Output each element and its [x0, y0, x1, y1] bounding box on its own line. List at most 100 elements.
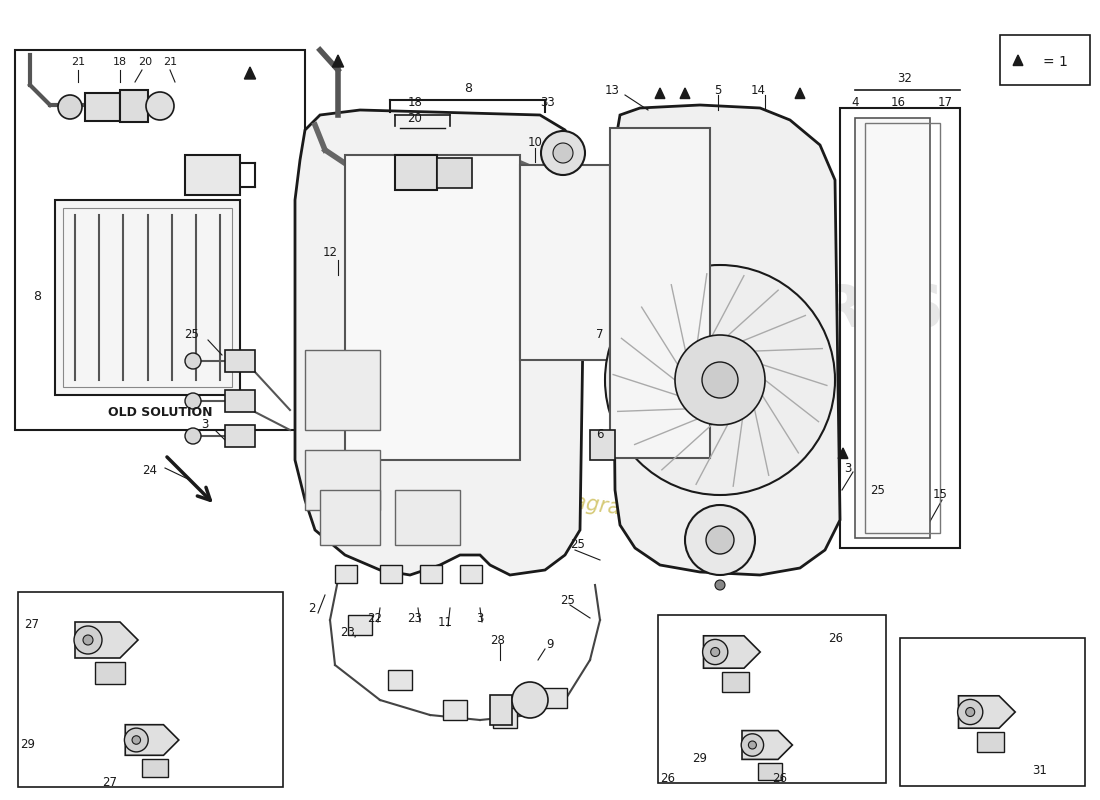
Bar: [320, 490, 379, 545]
Bar: [543, 688, 566, 708]
Text: 8: 8: [33, 290, 41, 303]
Bar: [345, 155, 520, 460]
Bar: [305, 350, 380, 430]
Polygon shape: [332, 55, 343, 67]
Text: 28: 28: [491, 634, 505, 646]
Bar: [590, 430, 615, 460]
Circle shape: [58, 95, 82, 119]
Text: 25: 25: [571, 538, 585, 551]
Circle shape: [185, 353, 201, 369]
Text: 18: 18: [113, 57, 128, 67]
Bar: [226, 350, 255, 372]
Text: 15: 15: [933, 489, 947, 502]
Text: 33: 33: [540, 97, 556, 110]
Bar: [336, 565, 358, 583]
Bar: [95, 662, 125, 684]
Polygon shape: [704, 636, 760, 668]
Text: 26: 26: [772, 771, 788, 785]
Bar: [520, 165, 610, 360]
Bar: [758, 762, 782, 780]
Text: 16: 16: [891, 97, 905, 110]
Polygon shape: [125, 725, 179, 755]
Text: 14: 14: [750, 83, 766, 97]
Bar: [977, 732, 1003, 751]
Circle shape: [553, 143, 573, 163]
Text: 26: 26: [828, 631, 844, 645]
Text: 21: 21: [163, 57, 177, 67]
Text: 12: 12: [322, 246, 338, 258]
Text: 10: 10: [528, 135, 542, 149]
Bar: [379, 565, 401, 583]
Text: 24: 24: [143, 463, 157, 477]
Polygon shape: [795, 88, 805, 98]
Circle shape: [966, 707, 975, 717]
Text: 9: 9: [547, 638, 553, 651]
Text: 29: 29: [21, 738, 35, 751]
Bar: [490, 695, 512, 725]
Text: 25: 25: [870, 483, 886, 497]
Text: 6: 6: [596, 429, 604, 442]
Text: 31: 31: [1033, 763, 1047, 777]
Text: OLD SOLUTION: OLD SOLUTION: [108, 406, 212, 418]
Bar: [493, 708, 517, 728]
Text: = 1: = 1: [1043, 55, 1067, 69]
Text: 18: 18: [408, 97, 422, 110]
Circle shape: [706, 526, 734, 554]
Text: 3: 3: [476, 611, 484, 625]
Bar: [63, 208, 232, 387]
Text: 29: 29: [693, 751, 707, 765]
Text: 13: 13: [605, 83, 619, 97]
Polygon shape: [680, 88, 690, 98]
Polygon shape: [244, 67, 255, 79]
Bar: [55, 200, 240, 395]
Circle shape: [541, 131, 585, 175]
Bar: [900, 638, 1085, 786]
Circle shape: [703, 639, 728, 665]
Bar: [437, 158, 472, 188]
Text: 23: 23: [408, 611, 422, 625]
Text: 8: 8: [464, 82, 472, 94]
Bar: [722, 672, 748, 691]
Circle shape: [711, 647, 719, 657]
Bar: [348, 615, 372, 635]
Circle shape: [748, 741, 757, 749]
Polygon shape: [742, 730, 792, 759]
Bar: [865, 123, 940, 533]
Circle shape: [675, 335, 764, 425]
Bar: [226, 390, 255, 412]
Text: 25: 25: [561, 594, 575, 606]
Bar: [395, 155, 437, 190]
Bar: [15, 50, 305, 430]
Text: 4: 4: [851, 97, 859, 110]
Polygon shape: [1013, 55, 1023, 66]
Text: 1095: 1095: [686, 344, 834, 396]
Circle shape: [132, 736, 141, 744]
Bar: [388, 670, 412, 690]
Polygon shape: [958, 696, 1015, 728]
Text: 26: 26: [660, 771, 675, 785]
Circle shape: [185, 428, 201, 444]
Circle shape: [958, 699, 982, 725]
Text: ELERPARTS: ELERPARTS: [575, 282, 945, 338]
Circle shape: [741, 734, 763, 756]
Circle shape: [715, 580, 725, 590]
Bar: [610, 128, 710, 458]
Bar: [395, 490, 460, 545]
Text: 27: 27: [24, 618, 40, 631]
Polygon shape: [838, 448, 848, 458]
Bar: [142, 758, 167, 778]
Text: 25: 25: [185, 329, 199, 342]
Circle shape: [146, 92, 174, 120]
Circle shape: [605, 265, 835, 495]
Circle shape: [74, 626, 102, 654]
Bar: [120, 90, 148, 122]
Circle shape: [402, 158, 430, 186]
Bar: [443, 700, 468, 720]
Bar: [18, 592, 283, 787]
Bar: [658, 615, 886, 783]
Circle shape: [702, 362, 738, 398]
Text: 5: 5: [714, 83, 722, 97]
Text: 22: 22: [367, 611, 383, 625]
Bar: [226, 425, 255, 447]
Text: 17: 17: [937, 97, 953, 110]
